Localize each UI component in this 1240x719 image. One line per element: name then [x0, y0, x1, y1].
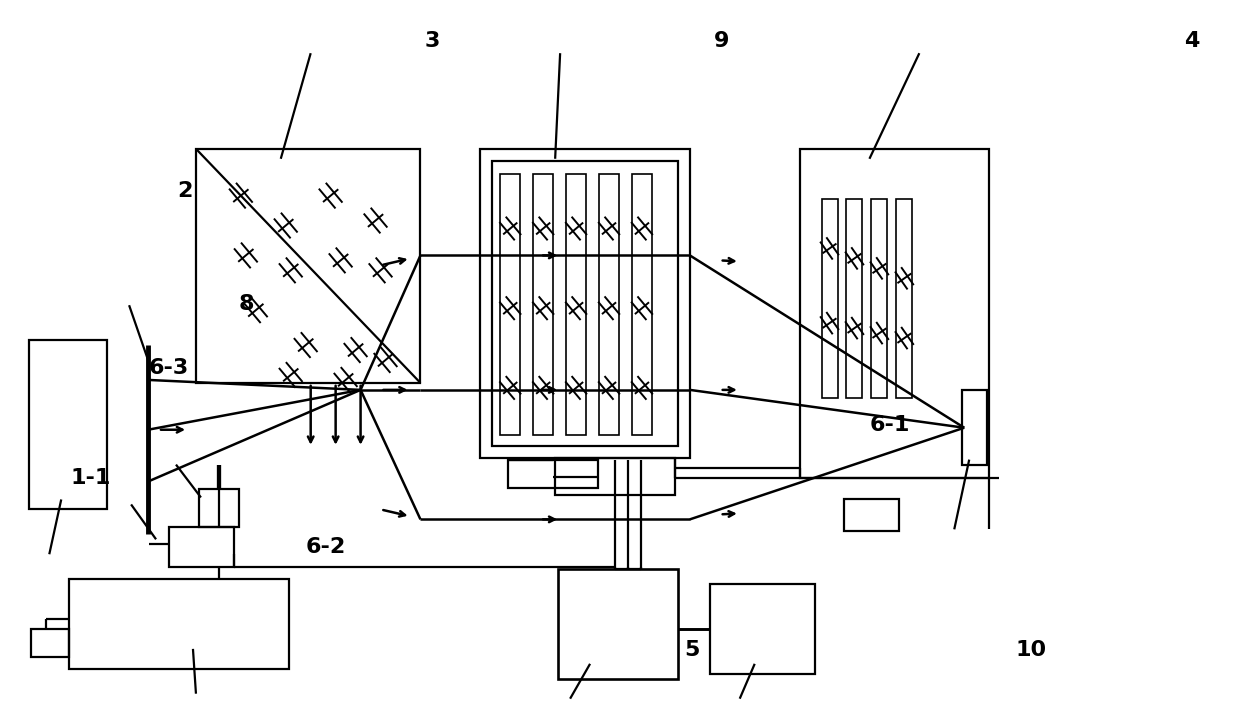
Bar: [30, 340, 107, 510]
Bar: [567, 174, 587, 435]
Text: 3: 3: [424, 31, 440, 51]
Bar: [897, 198, 913, 398]
Bar: [196, 149, 420, 383]
Bar: [500, 174, 521, 435]
Bar: [872, 198, 888, 398]
Text: 10: 10: [1016, 640, 1047, 659]
Text: 6-1: 6-1: [869, 416, 910, 436]
Bar: [822, 198, 837, 398]
Bar: [169, 527, 234, 567]
Text: 8: 8: [238, 293, 254, 313]
Bar: [962, 390, 987, 464]
Bar: [480, 149, 689, 457]
Bar: [198, 490, 239, 527]
Text: 6-3: 6-3: [149, 358, 188, 378]
Bar: [709, 584, 815, 674]
Bar: [847, 198, 863, 398]
Text: 1-1: 1-1: [71, 467, 110, 487]
Bar: [533, 174, 553, 435]
Bar: [556, 457, 675, 495]
Bar: [599, 174, 619, 435]
Text: 9: 9: [714, 31, 729, 51]
Bar: [800, 149, 990, 477]
Text: 2: 2: [177, 181, 192, 201]
Text: 5: 5: [684, 640, 699, 659]
Bar: [69, 579, 289, 669]
Bar: [558, 569, 678, 679]
Bar: [508, 459, 598, 487]
Text: 6-2: 6-2: [305, 537, 346, 557]
Bar: [844, 500, 899, 531]
Bar: [632, 174, 652, 435]
Bar: [492, 161, 678, 446]
Bar: [31, 629, 69, 657]
Text: 4: 4: [1184, 31, 1199, 51]
